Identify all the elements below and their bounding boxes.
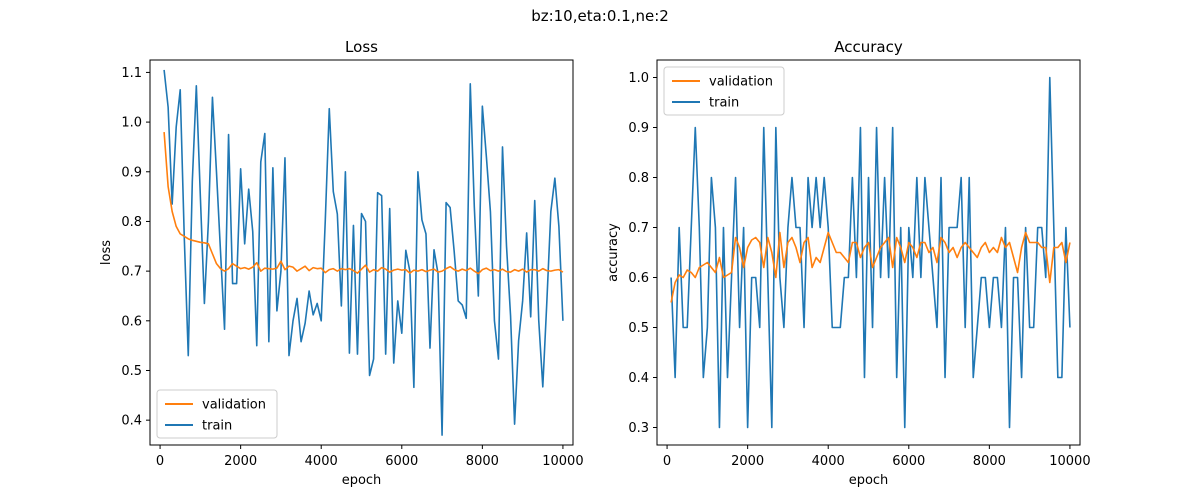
loss-axes-frame [149, 59, 574, 446]
loss-xtick-label: 8000 [466, 454, 499, 469]
accuracy-chart: 0 2000 4000 6000 8000 10000 0.3 0.4 0.5 0.6 0.7 0.8… [606, 38, 1091, 488]
accuracy-chart-title: Accuracy [834, 38, 903, 56]
loss-ytick-label: 0.6 [121, 314, 142, 329]
loss-xaxis-label: epoch [342, 473, 382, 488]
loss-chart: 0 2000 4000 6000 8000 10000 0.4 0.5 0.6 0.7 0.8 0.9… [99, 38, 584, 488]
accuracy-ytick-label: 0.9 [628, 121, 649, 136]
loss-xtick-label: 10000 [542, 454, 583, 469]
loss-xtick-label: 2000 [224, 454, 257, 469]
accuracy-axes-frame [656, 59, 1081, 446]
loss-legend-label-train: train [202, 419, 232, 434]
loss-ytick-label: 0.5 [121, 364, 142, 379]
accuracy-ytick-label: 0.4 [628, 371, 649, 386]
accuracy-ytick-label: 0.5 [628, 321, 649, 336]
accuracy-legend-label-train: train [709, 96, 739, 111]
loss-ytick-label: 1.0 [121, 116, 142, 131]
accuracy-yaxis-label: accuracy [606, 223, 621, 282]
accuracy-xtick-label: 6000 [892, 454, 925, 469]
loss-ytick-label: 1.1 [121, 66, 142, 81]
loss-series-train-line [163, 69, 564, 436]
accuracy-xtick-label: 0 [663, 454, 671, 469]
figure-suptitle: bz:10,eta:0.1,ne:2 [531, 7, 669, 25]
accuracy-ytick-label: 0.3 [628, 421, 649, 436]
accuracy-ytick-label: 0.8 [628, 171, 649, 186]
loss-ytick-label: 0.4 [121, 414, 142, 429]
loss-ytick-label: 0.8 [121, 215, 142, 230]
accuracy-xtick-label: 2000 [731, 454, 764, 469]
accuracy-xtick-label: 10000 [1049, 454, 1090, 469]
accuracy-ytick-label: 1.0 [628, 71, 649, 86]
loss-legend: validation train [156, 389, 278, 439]
loss-xtick-label: 6000 [385, 454, 418, 469]
loss-xtick-label: 4000 [305, 454, 338, 469]
loss-legend-label-validation: validation [202, 398, 266, 413]
accuracy-ytick-label: 0.7 [628, 221, 649, 236]
loss-xtick-label: 0 [156, 454, 164, 469]
loss-ytick-label: 0.7 [121, 265, 142, 280]
accuracy-xtick-label: 4000 [812, 454, 845, 469]
loss-chart-title: Loss [345, 38, 378, 56]
accuracy-series-validation-line [670, 231, 1071, 303]
accuracy-xtick-label: 8000 [973, 454, 1006, 469]
loss-series-validation-line [163, 131, 564, 275]
loss-yaxis-label: loss [99, 240, 114, 265]
accuracy-legend-label-validation: validation [709, 75, 773, 90]
accuracy-legend: validation train [663, 66, 785, 116]
accuracy-ytick-label: 0.6 [628, 271, 649, 286]
loss-ytick-label: 0.9 [121, 165, 142, 180]
accuracy-xaxis-label: epoch [849, 473, 889, 488]
